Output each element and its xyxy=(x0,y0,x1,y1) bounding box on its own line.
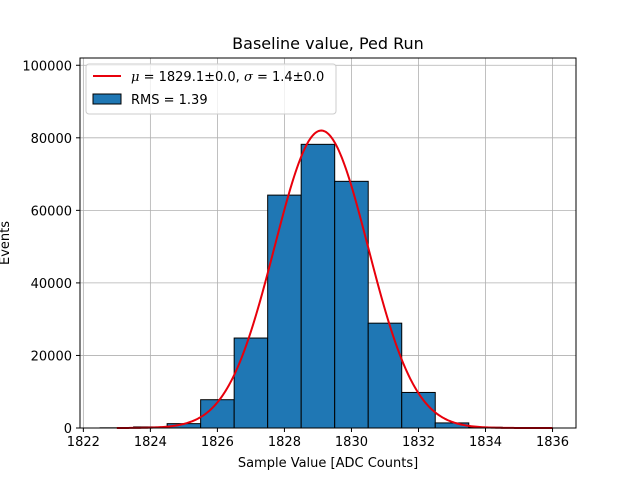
legend-mu-value: = 1829.1±0.0, xyxy=(139,70,243,85)
plot-frame xyxy=(79,57,577,429)
histogram-bar xyxy=(334,180,369,429)
y-tick-label: 80000 xyxy=(31,132,72,147)
chart-title: Baseline value, Ped Run xyxy=(232,34,424,53)
legend-box xyxy=(85,63,337,115)
histogram-bars xyxy=(99,143,537,429)
y-axis-title: Events xyxy=(0,221,13,265)
x-axis-title: Sample Value [ADC Counts] xyxy=(238,456,418,471)
y-tick-label: 0 xyxy=(64,422,72,437)
x-tick-label: 1832 xyxy=(402,435,435,450)
legend-mu-symbol: μ xyxy=(131,70,139,85)
x-tick-label: 1834 xyxy=(469,435,502,450)
x-tick-label: 1824 xyxy=(134,435,167,450)
x-tick-label: 1822 xyxy=(67,435,100,450)
axis-ticks: 1822 1824 1826 1828 1830 1832 1834 1836 0 20000 40… xyxy=(22,59,569,450)
legend-sigma-value: = 1.4±0.0 xyxy=(253,70,324,85)
histogram-bar xyxy=(267,194,302,429)
y-tick-label: 100000 xyxy=(22,59,72,74)
legend-histogram-swatch xyxy=(92,93,122,105)
legend-sigma-symbol: σ xyxy=(244,70,254,85)
legend-histogram-label: RMS = 1.39 xyxy=(131,93,208,108)
x-tick-label: 1828 xyxy=(268,435,301,450)
y-tick-label: 40000 xyxy=(31,277,72,292)
x-tick-label: 1826 xyxy=(201,435,234,450)
histogram-bar xyxy=(401,391,436,429)
legend: μ = 1829.1±0.0, σ = 1.4±0.0 RMS = 1.39 xyxy=(85,63,337,115)
x-tick-label: 1830 xyxy=(335,435,368,450)
histogram-bar xyxy=(367,322,403,429)
x-tick-label: 1836 xyxy=(536,435,569,450)
histogram-bar xyxy=(233,337,269,429)
legend-fit-label: μ = 1829.1±0.0, σ = 1.4±0.0 xyxy=(131,70,324,85)
y-tick-label: 20000 xyxy=(31,349,72,364)
histogram-bar xyxy=(300,143,336,429)
fit-curve xyxy=(116,129,553,429)
y-tick-label: 60000 xyxy=(31,204,72,219)
